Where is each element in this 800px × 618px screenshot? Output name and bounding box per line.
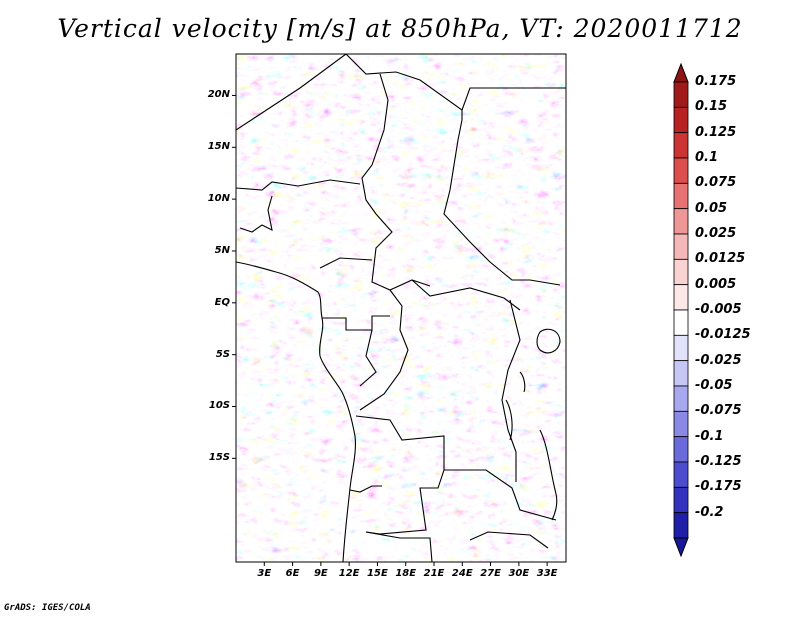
lake — [539, 429, 558, 521]
colorbar-swatch — [673, 284, 689, 311]
lat-tick-label: 15N — [207, 141, 230, 153]
colorbar-label: -0.175 — [695, 479, 742, 495]
colorbar-swatch — [673, 258, 689, 286]
colorbar — [673, 62, 689, 558]
lon-tick-label: 30E — [508, 568, 530, 579]
colorbar-swatch — [673, 410, 689, 438]
country-border — [239, 195, 273, 233]
colorbar-swatch — [673, 157, 689, 184]
colorbar-label: -0.1 — [695, 428, 724, 444]
country-border — [411, 279, 521, 311]
colorbar-label: 0.15 — [695, 99, 728, 115]
country-border — [359, 289, 409, 411]
lon-tick-label: 21E — [423, 568, 445, 579]
lat-tick-label: 10N — [207, 193, 230, 205]
country-border — [236, 54, 347, 131]
lon-tick-label: 24E — [451, 568, 473, 579]
colorbar-swatch — [673, 309, 689, 336]
country-border — [319, 257, 373, 269]
country-border — [461, 87, 566, 111]
country-border — [444, 469, 557, 521]
colorbar-swatch — [673, 81, 689, 108]
lon-tick-label: 15E — [367, 568, 388, 579]
colorbar-swatch — [673, 461, 689, 488]
map-panel — [232, 53, 567, 566]
colorbar-max-triangle — [673, 62, 689, 83]
colorbar-label: 0.125 — [695, 124, 737, 140]
colorbar-swatch — [673, 360, 689, 387]
country-border — [349, 485, 382, 493]
colorbar-swatch — [673, 106, 689, 134]
lat-tick-label: 10S — [208, 400, 230, 412]
colorbar-label: -0.0125 — [695, 327, 751, 343]
map-frame — [235, 53, 567, 563]
colorbar-label: -0.05 — [695, 378, 733, 393]
map-title: Vertical velocity [m/s] at 850hPa, VT: 2… — [57, 14, 743, 43]
lake — [505, 399, 513, 441]
country-border — [365, 531, 433, 562]
colorbar-swatch — [673, 385, 689, 412]
colorbar-label: 0.05 — [695, 200, 728, 216]
coastline — [236, 261, 356, 562]
lon-tick-label: 27E — [480, 568, 501, 579]
lake — [519, 371, 526, 393]
grads-credit: GrADS: IGES/COLA — [4, 603, 91, 613]
colorbar-swatch — [673, 182, 689, 210]
colorbar-swatch — [673, 486, 689, 514]
lon-tick-label: 33E — [536, 568, 558, 579]
country-border — [359, 329, 377, 387]
colorbar-label: 0.005 — [695, 276, 737, 292]
colorbar-label: 0.075 — [695, 175, 737, 191]
colorbar-swatch — [673, 233, 689, 260]
country-border — [501, 299, 521, 482]
country-border — [469, 531, 549, 549]
colorbar-swatch — [673, 208, 689, 235]
country-border — [322, 315, 390, 331]
map-boundaries — [236, 54, 566, 562]
lon-tick-label: 3E — [257, 568, 272, 579]
axis-ticks — [232, 94, 548, 566]
colorbar-label: -0.025 — [695, 352, 742, 368]
colorbar-label: 0.0125 — [695, 251, 746, 267]
lon-tick-label: 6E — [285, 568, 300, 579]
lon-tick-label: 12E — [338, 568, 360, 579]
colorbar-swatch — [673, 132, 689, 159]
colorbar-label: -0.2 — [695, 504, 724, 520]
country-border — [355, 415, 445, 535]
colorbar-min-triangle — [673, 537, 689, 558]
colorbar-swatch — [673, 512, 689, 539]
colorbar-label: -0.125 — [695, 454, 742, 469]
country-border — [236, 179, 361, 191]
colorbar-swatch — [673, 334, 689, 362]
colorbar-swatch — [673, 436, 689, 463]
vertical-velocity-field — [236, 54, 566, 562]
country-border — [361, 73, 389, 215]
colorbar-label: 0.1 — [695, 150, 719, 165]
colorbar-label: -0.075 — [695, 403, 742, 419]
lat-tick-label: 5N — [214, 244, 230, 256]
colorbar-label: 0.025 — [695, 226, 737, 241]
colorbar-label: -0.005 — [695, 302, 742, 317]
lat-tick-label: 15S — [208, 452, 230, 464]
lat-tick-label: EQ — [214, 296, 230, 308]
lon-tick-label: 9E — [313, 568, 328, 579]
lat-tick-label: 5S — [215, 348, 230, 360]
lon-tick-label: 18E — [395, 568, 417, 579]
colorbar-label: 0.175 — [695, 74, 737, 89]
country-border — [345, 54, 463, 191]
lat-tick-label: 20N — [207, 89, 230, 101]
lake — [536, 328, 561, 354]
country-border — [443, 189, 561, 286]
